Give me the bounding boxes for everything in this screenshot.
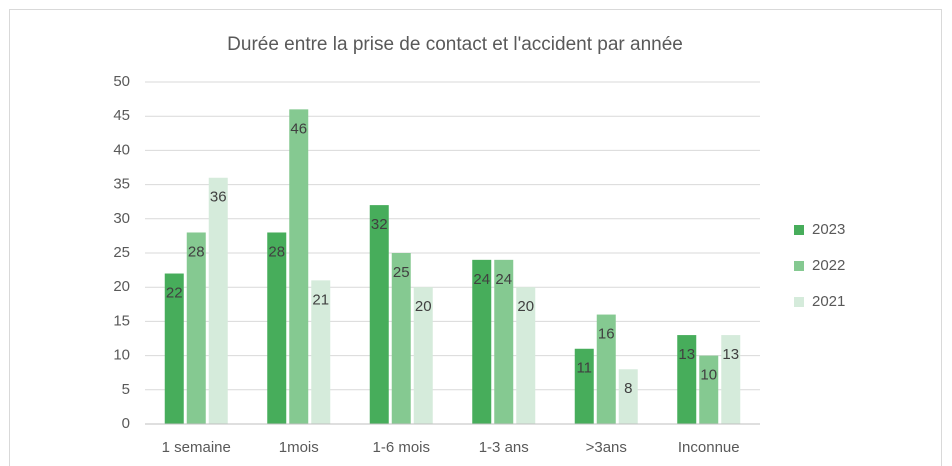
bar	[721, 335, 741, 424]
legend-label: 2022	[812, 257, 845, 274]
y-tick-label: 0	[122, 415, 130, 432]
y-tick-label: 30	[113, 210, 130, 227]
data-label: 20	[415, 298, 432, 315]
y-tick-label: 10	[113, 347, 130, 364]
data-label: 10	[700, 367, 717, 384]
x-tick-label: 1mois	[279, 439, 319, 456]
data-label: 13	[722, 346, 739, 363]
bar	[369, 205, 389, 424]
bar	[699, 355, 719, 424]
y-tick-label: 40	[113, 141, 130, 158]
y-tick-label: 20	[113, 278, 130, 295]
x-tick-label: >3ans	[586, 439, 627, 456]
data-label: 13	[678, 346, 695, 363]
data-label: 11	[576, 360, 592, 377]
bar	[574, 348, 594, 424]
data-label: 28	[268, 243, 285, 260]
y-tick-label: 35	[113, 176, 130, 193]
data-label: 24	[473, 271, 490, 288]
legend-swatch	[794, 297, 804, 307]
data-label: 28	[188, 243, 205, 260]
legend-label: 2023	[812, 221, 845, 238]
legend-swatch	[794, 261, 804, 271]
bar	[472, 259, 492, 424]
bar	[618, 369, 638, 424]
data-label: 46	[290, 120, 307, 137]
bar	[677, 335, 697, 424]
y-tick-label: 5	[122, 381, 130, 398]
bar	[208, 177, 228, 424]
x-tick-label: 1-6 mois	[372, 439, 430, 456]
data-label: 22	[166, 284, 183, 301]
legend-label: 2021	[812, 293, 845, 310]
legend-swatch	[794, 225, 804, 235]
bar	[494, 259, 514, 424]
data-label: 20	[517, 298, 534, 315]
x-tick-label: Inconnue	[678, 439, 740, 456]
bar	[596, 314, 616, 424]
y-tick-label: 15	[113, 312, 130, 329]
bar	[413, 287, 433, 424]
data-label: 25	[393, 264, 410, 281]
bar	[186, 232, 206, 424]
data-label: 21	[312, 291, 329, 308]
bar	[311, 280, 331, 424]
bar	[516, 287, 536, 424]
y-tick-label: 25	[113, 244, 130, 261]
bar	[267, 232, 287, 424]
chart-title: Durée entre la prise de contact et l'acc…	[227, 34, 683, 55]
x-tick-label: 1 semaine	[162, 439, 231, 456]
data-label: 8	[624, 380, 632, 397]
y-tick-label: 45	[113, 107, 130, 124]
data-label: 16	[598, 326, 615, 343]
data-label: 24	[495, 271, 512, 288]
data-label: 36	[210, 189, 227, 206]
data-label: 32	[371, 216, 388, 233]
y-tick-label: 50	[113, 73, 130, 90]
bar	[164, 273, 184, 424]
bar	[391, 253, 411, 424]
bar	[289, 109, 309, 425]
x-tick-label: 1-3 ans	[479, 439, 529, 456]
